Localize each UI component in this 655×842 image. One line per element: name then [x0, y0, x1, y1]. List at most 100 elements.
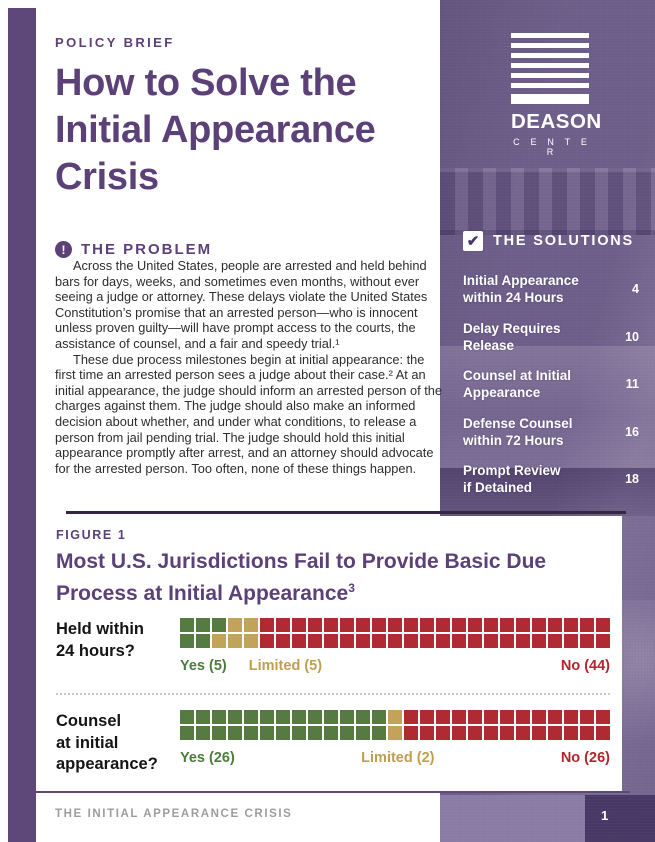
solution-page-number: 10: [625, 329, 639, 344]
waffle-square-no: [420, 726, 434, 740]
solutions-list: Initial Appearance within 24 Hours 4 Delay…: [463, 272, 639, 510]
legend-yes: Yes (5): [180, 658, 227, 674]
waffle-square-yes: [324, 710, 338, 724]
figure-top-rule: [66, 511, 626, 514]
left-accent-bar: [8, 8, 36, 842]
waffle-square-no: [308, 618, 322, 632]
waffle-square-no: [372, 618, 386, 632]
waffle-square-no: [372, 634, 386, 648]
waffle-square-yes: [180, 618, 194, 632]
waffle-square-yes: [244, 726, 258, 740]
chart-area: Yes (5) Limited (5) No (44): [180, 618, 610, 674]
waffle-square-no: [468, 710, 482, 724]
waffle-square-no: [292, 634, 306, 648]
photo-texture: [440, 795, 585, 842]
waffle-square-limited: [388, 726, 402, 740]
solution-label: Initial Appearance within 24 Hours: [463, 273, 579, 305]
waffle-square-no: [276, 618, 290, 632]
waffle-square-no: [580, 710, 594, 724]
chart-row-held-24h: Held within 24 hours? Yes (5) Limited (5…: [56, 618, 610, 674]
solution-page-number: 16: [625, 424, 639, 439]
waffle-square-no: [548, 634, 562, 648]
waffle-square-no: [548, 710, 562, 724]
waffle-square-no: [388, 618, 402, 632]
waffle-square-no: [580, 634, 594, 648]
solution-label: Prompt Review if Detained: [463, 463, 561, 495]
solution-label: Delay Requires Release: [463, 320, 561, 353]
waffle-square-no: [420, 618, 434, 632]
dotted-divider: [56, 693, 610, 695]
waffle-square-yes: [340, 710, 354, 724]
waffle-square-no: [564, 726, 578, 740]
waffle-square-no: [484, 618, 498, 632]
solution-item: Initial Appearance within 24 Hours 4: [463, 272, 639, 306]
waffle-square-no: [596, 618, 610, 632]
waffle-square-no: [276, 634, 290, 648]
waffle-square-limited: [388, 710, 402, 724]
chart-legend: Yes (26) Limited (2) No (26): [180, 750, 610, 766]
document-kicker: POLICY BRIEF: [55, 35, 175, 50]
waffle-square-yes: [196, 618, 210, 632]
logo-subname: C E N T E R: [513, 137, 592, 157]
waffle-square-yes: [356, 710, 370, 724]
problem-paragraph-2: These due process milestones begin at in…: [55, 351, 442, 476]
waffle-square-no: [340, 618, 354, 632]
waffle-square-no: [500, 618, 514, 632]
waffle-square-no: [516, 726, 530, 740]
waffle-square-no: [404, 726, 418, 740]
waffle-square-limited: [228, 634, 242, 648]
waffle-square-no: [308, 634, 322, 648]
waffle-square-yes: [276, 710, 290, 724]
waffle-square-no: [404, 618, 418, 632]
waffle-square-no: [436, 710, 450, 724]
waffle-square-yes: [372, 710, 386, 724]
waffle-square-no: [468, 618, 482, 632]
waffle-square-no: [452, 726, 466, 740]
waffle-square-no: [596, 634, 610, 648]
waffle-square-yes: [212, 618, 226, 632]
figure-panel: FIGURE 1 Most U.S. Jurisdictions Fail to…: [36, 516, 622, 791]
photo-texture: [622, 600, 655, 795]
waffle-square-no: [324, 618, 338, 632]
solution-label: Defense Counsel within 72 Hours: [463, 415, 573, 448]
waffle-square-no: [564, 710, 578, 724]
waffle-square-no: [404, 634, 418, 648]
waffle-square-no: [324, 634, 338, 648]
waffle-square-yes: [356, 726, 370, 740]
waffle-square-no: [564, 634, 578, 648]
chart-area: Yes (26) Limited (2) No (26): [180, 710, 610, 776]
problem-header: ! THE PROBLEM: [55, 241, 443, 258]
waffle-square-no: [388, 634, 402, 648]
waffle-square-no: [292, 618, 306, 632]
solution-page-number: 4: [632, 282, 639, 296]
waffle-square-no: [484, 710, 498, 724]
problem-paragraph-1: Across the United States, people are arr…: [55, 258, 428, 351]
waffle-square-no: [340, 634, 354, 648]
waffle-square-yes: [212, 726, 226, 740]
waffle-square-yes: [292, 710, 306, 724]
waffle-square-yes: [196, 634, 210, 648]
deason-center-logo: DEASON C E N T E R: [511, 33, 601, 157]
waffle-square-yes: [180, 726, 194, 740]
waffle-square-yes: [228, 726, 242, 740]
waffle-square-yes: [372, 726, 386, 740]
footer-rule: [36, 791, 630, 793]
waffle-square-no: [516, 634, 530, 648]
waffle-square-yes: [196, 726, 210, 740]
problem-heading: THE PROBLEM: [81, 241, 213, 258]
legend-no: No (44): [560, 658, 610, 674]
waffle-square-no: [580, 618, 594, 632]
solutions-heading: THE SOLUTIONS: [493, 233, 635, 249]
photo-texture: [585, 795, 655, 842]
waffle-square-yes: [180, 710, 194, 724]
chart-question-label: Held within 24 hours?: [56, 620, 144, 660]
legend-no: No (26): [560, 750, 610, 766]
footer-running-title: THE INITIAL APPEARANCE CRISIS: [55, 808, 293, 820]
solution-page-number: 18: [625, 472, 639, 486]
waffle-square-no: [500, 634, 514, 648]
waffle-square-yes: [260, 726, 274, 740]
page-title: How to Solve the Initial Appearance Cris…: [55, 62, 376, 198]
waffle-square-no: [564, 618, 578, 632]
waffle-square-no: [436, 726, 450, 740]
